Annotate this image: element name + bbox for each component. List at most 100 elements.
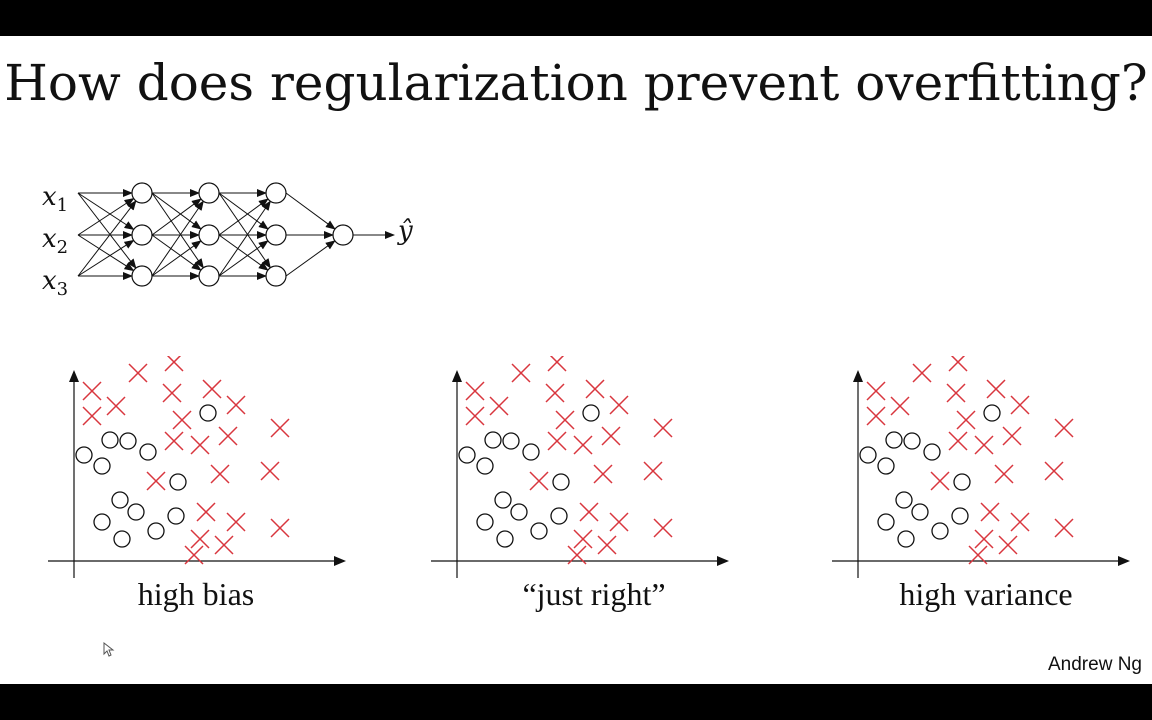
- data-point-circle: [552, 473, 570, 491]
- data-point-circle: [111, 491, 129, 509]
- data-point-cross: [190, 435, 210, 455]
- input-x2: x2: [42, 224, 69, 259]
- data-point-cross: [573, 435, 593, 455]
- data-point-circle: [458, 446, 476, 464]
- data-point-cross: [866, 381, 886, 401]
- slide-title: How does regularization prevent overfitt…: [4, 54, 1148, 112]
- hidden-unit: [131, 224, 153, 246]
- data-point-cross: [930, 471, 950, 491]
- data-point-circle: [859, 446, 877, 464]
- hidden-unit: [198, 224, 220, 246]
- data-point-cross: [184, 545, 204, 565]
- plot-high-variance: [824, 356, 1144, 606]
- data-point-cross: [190, 529, 210, 549]
- plot-just-right: [423, 356, 743, 606]
- data-point-circle: [953, 473, 971, 491]
- data-point-cross: [218, 426, 238, 446]
- slide: How does regularization prevent overfitt…: [0, 36, 1152, 684]
- data-point-cross: [968, 545, 988, 565]
- data-point-cross: [994, 464, 1014, 484]
- data-point-circle: [496, 530, 514, 548]
- data-point-cross: [1054, 518, 1074, 538]
- data-point-circle: [93, 457, 111, 475]
- network-edge: [151, 192, 204, 269]
- data-point-circle: [127, 503, 145, 521]
- data-point-cross: [567, 545, 587, 565]
- data-point-circle: [75, 446, 93, 464]
- data-point-circle: [885, 431, 903, 449]
- data-point-circle: [522, 443, 540, 461]
- top-letterbox: [0, 0, 1152, 36]
- data-point-cross: [82, 406, 102, 426]
- network-edge: [218, 234, 269, 271]
- author-credit: Andrew Ng: [1048, 654, 1142, 675]
- scatter-high-bias: [48, 356, 346, 578]
- data-point-cross: [146, 471, 166, 491]
- data-point-cross: [912, 363, 932, 383]
- plot-high-bias: [40, 356, 360, 606]
- network-edge: [151, 192, 202, 230]
- data-point-circle: [494, 491, 512, 509]
- network-edge: [151, 234, 202, 271]
- data-point-circle: [119, 432, 137, 450]
- label-high-variance: high variance: [899, 576, 1073, 612]
- data-point-cross: [1054, 418, 1074, 438]
- data-point-cross: [609, 395, 629, 415]
- data-point-cross: [196, 502, 216, 522]
- data-point-cross: [998, 535, 1018, 555]
- data-point-cross: [164, 431, 184, 451]
- data-point-cross: [172, 410, 192, 430]
- data-point-cross: [609, 512, 629, 532]
- data-point-circle: [897, 530, 915, 548]
- hidden-unit: [198, 182, 220, 204]
- input-x1: x1: [42, 182, 69, 217]
- bottom-letterbox: [0, 684, 1152, 720]
- data-point-cross: [1044, 461, 1064, 481]
- data-point-cross: [270, 418, 290, 438]
- data-point-cross: [980, 502, 1000, 522]
- hidden-unit: [198, 265, 220, 287]
- data-point-cross: [489, 396, 509, 416]
- data-point-cross: [226, 395, 246, 415]
- hidden-unit: [131, 182, 153, 204]
- network-edge: [285, 240, 336, 277]
- output-unit: [332, 224, 354, 246]
- data-point-circle: [502, 432, 520, 450]
- network-edge: [218, 192, 269, 230]
- mouse-cursor-icon: [103, 642, 115, 657]
- hidden-unit: [265, 182, 287, 204]
- network-edge: [77, 234, 135, 272]
- data-point-cross: [866, 406, 886, 426]
- data-point-circle: [510, 503, 528, 521]
- data-point-circle: [983, 404, 1001, 422]
- data-point-cross: [597, 535, 617, 555]
- data-point-cross: [643, 461, 663, 481]
- data-point-circle: [877, 513, 895, 531]
- data-point-cross: [956, 410, 976, 430]
- label-high-bias: high bias: [137, 576, 255, 612]
- data-point-cross: [579, 502, 599, 522]
- scatter-high-variance: [832, 356, 1130, 578]
- data-point-cross: [974, 435, 994, 455]
- data-point-cross: [555, 410, 575, 430]
- data-point-circle: [951, 507, 969, 525]
- data-point-cross: [1010, 512, 1030, 532]
- output-y-hat: ŷ: [398, 216, 413, 246]
- data-point-cross: [974, 529, 994, 549]
- data-point-cross: [547, 356, 567, 372]
- data-point-cross: [210, 464, 230, 484]
- data-point-circle: [582, 404, 600, 422]
- data-point-cross: [890, 396, 910, 416]
- network-edge: [77, 192, 135, 231]
- label-just-right: “just right”: [522, 576, 666, 612]
- data-point-cross: [946, 383, 966, 403]
- data-point-cross: [270, 518, 290, 538]
- hidden-unit: [265, 265, 287, 287]
- data-point-cross: [260, 461, 280, 481]
- network-graph: [77, 182, 395, 287]
- data-point-cross: [106, 396, 126, 416]
- network-edge: [151, 198, 202, 236]
- data-point-circle: [167, 507, 185, 525]
- data-point-cross: [545, 383, 565, 403]
- neural-network-diagram: x1 x2 x3 ŷ: [30, 166, 430, 306]
